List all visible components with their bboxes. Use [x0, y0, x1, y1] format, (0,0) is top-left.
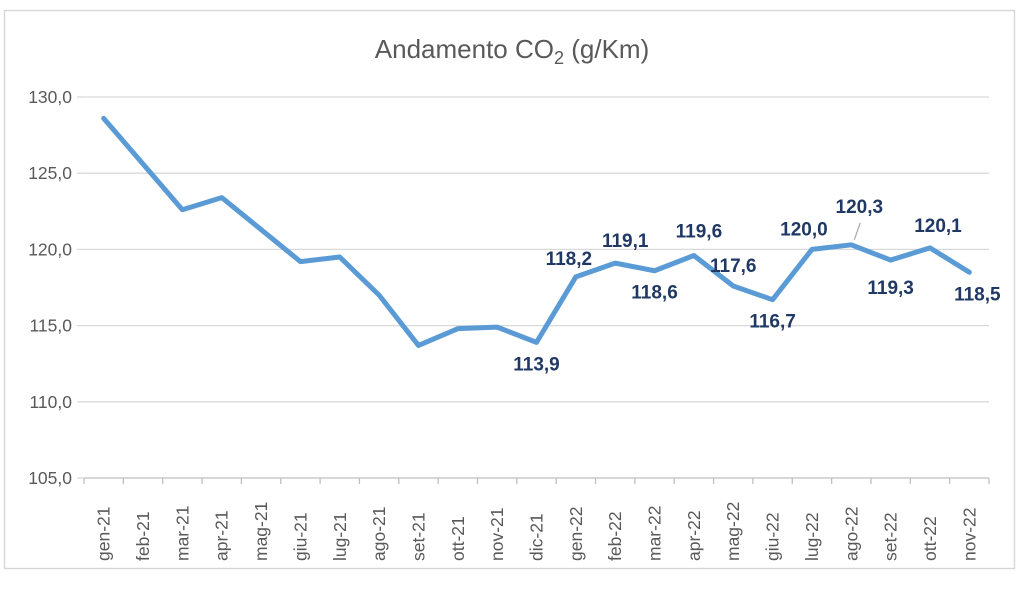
- data-label: 116,7: [749, 312, 796, 333]
- y-tick-label: 120,0: [28, 239, 72, 259]
- chart-frame-border: [3, 9, 1016, 570]
- data-label: 119,1: [602, 231, 649, 252]
- x-tick-label: set-22: [881, 512, 901, 561]
- data-label: 120,3: [836, 197, 884, 218]
- data-label: 117,6: [710, 256, 757, 277]
- data-label: 118,2: [546, 249, 593, 270]
- x-tick-label: lug-22: [802, 512, 822, 561]
- x-tick-label: feb-21: [133, 511, 153, 561]
- data-label: 120,0: [780, 219, 828, 240]
- data-label: 118,6: [631, 283, 678, 304]
- x-tick-label: giu-21: [290, 512, 310, 561]
- data-label: 119,3: [867, 278, 914, 299]
- x-tick-label: nov-21: [487, 507, 507, 561]
- x-tick-label: gen-21: [94, 507, 114, 562]
- x-tick-label: mar-22: [645, 506, 665, 561]
- y-tick-label: 125,0: [28, 163, 72, 183]
- x-tick-label: dic-21: [527, 513, 547, 561]
- x-tick-label: giu-22: [763, 512, 783, 561]
- x-tick-label: apr-21: [212, 510, 232, 561]
- x-tick-label: ott-22: [920, 516, 940, 561]
- label-leader-line: [853, 222, 861, 241]
- y-tick-label: 110,0: [30, 392, 73, 412]
- x-tick-label: mag-21: [251, 502, 271, 561]
- y-tick-label: 105,0: [28, 468, 72, 488]
- x-tick-label: lug-21: [330, 512, 350, 561]
- x-tick-label: gen-22: [566, 507, 586, 562]
- x-tick-label: feb-22: [605, 511, 625, 561]
- x-tick-label: mar-21: [172, 506, 192, 561]
- x-tick-label: ago-21: [369, 507, 389, 562]
- co2-line-series: [101, 115, 972, 348]
- y-tick-label: 115,0: [30, 316, 73, 336]
- x-tick-label: ago-22: [841, 507, 861, 562]
- data-label: 119,6: [676, 221, 723, 242]
- data-label: 113,9: [513, 354, 560, 375]
- x-tick-label: ott-21: [448, 516, 468, 561]
- data-label: 118,5: [954, 284, 1001, 305]
- data-label: 120,1: [914, 216, 962, 237]
- x-tick-label: set-21: [408, 512, 428, 561]
- x-tick-label: nov-22: [959, 507, 979, 561]
- chart-title: Andamento CO2 (g/Km): [375, 34, 649, 68]
- y-tick-label: 130,0: [28, 87, 72, 107]
- x-tick-label: mag-22: [723, 502, 743, 561]
- x-tick-label: apr-22: [684, 510, 704, 561]
